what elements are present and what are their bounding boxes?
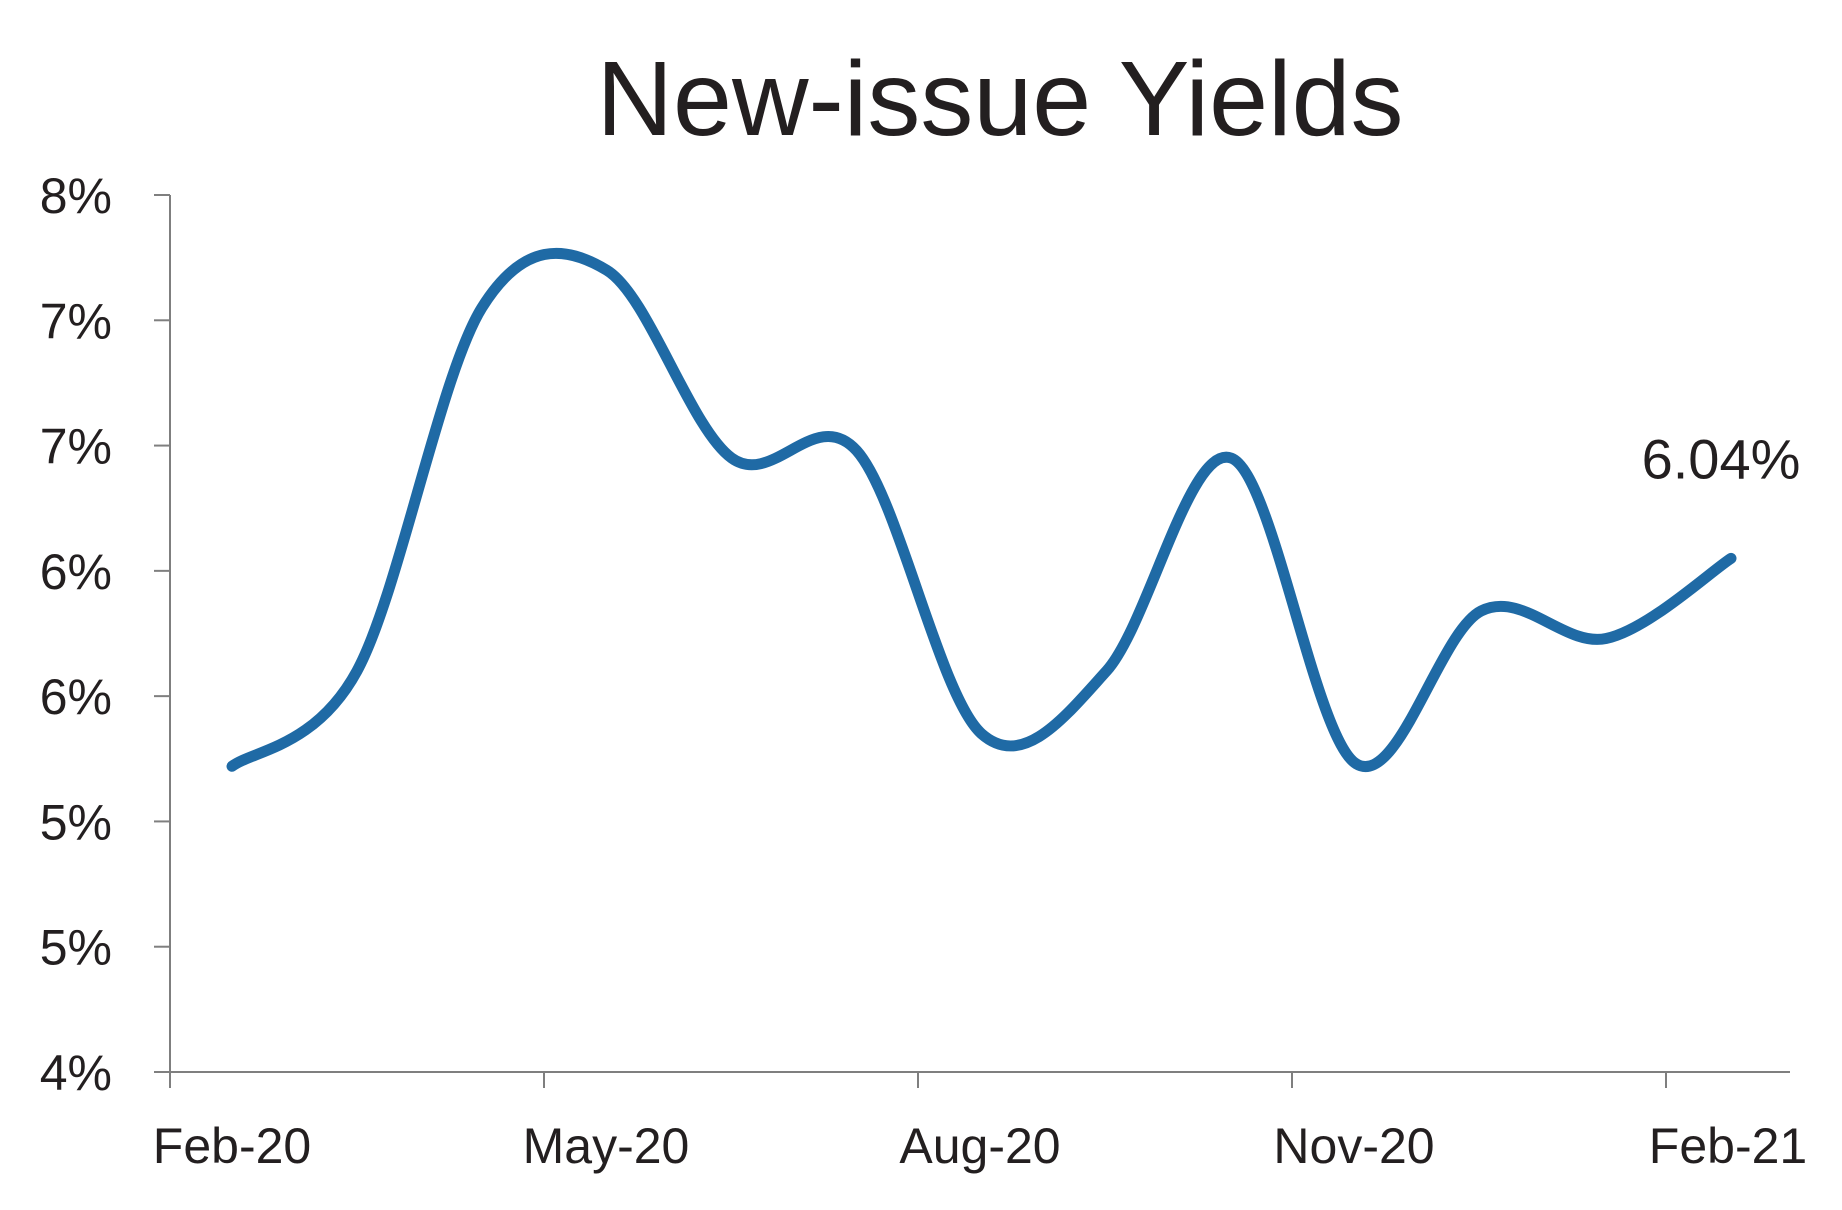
y-tick-label: 4% [40,1045,112,1101]
y-tick-label: 6% [40,544,112,600]
series-line [226,247,1737,772]
chart-title: New-issue Yields [596,40,1403,158]
x-axis-ticks: Feb-20 May-20 Aug-20 Nov-20 Feb-21 [153,1072,1807,1174]
data-label: 6.04% [1642,427,1801,490]
y-axis-ticks: 4% 5% 5% 6% 6% 7% 7% 8% [40,168,170,1101]
x-tick-label: Feb-21 [1649,1118,1807,1174]
x-tick-label: Feb-20 [153,1118,311,1174]
y-tick-label: 6% [40,669,112,725]
y-tick-label: 7% [40,419,112,475]
series-layer [226,247,1737,772]
x-tick-label: May-20 [523,1118,690,1174]
y-tick-label: 5% [40,920,112,976]
annotation-layer: 6.04% [1642,427,1801,490]
y-tick-label: 8% [40,168,112,224]
x-tick-label: Nov-20 [1273,1118,1434,1174]
y-tick-label: 7% [40,293,112,349]
y-tick-label: 5% [40,794,112,850]
x-tick-label: Aug-20 [899,1118,1060,1174]
